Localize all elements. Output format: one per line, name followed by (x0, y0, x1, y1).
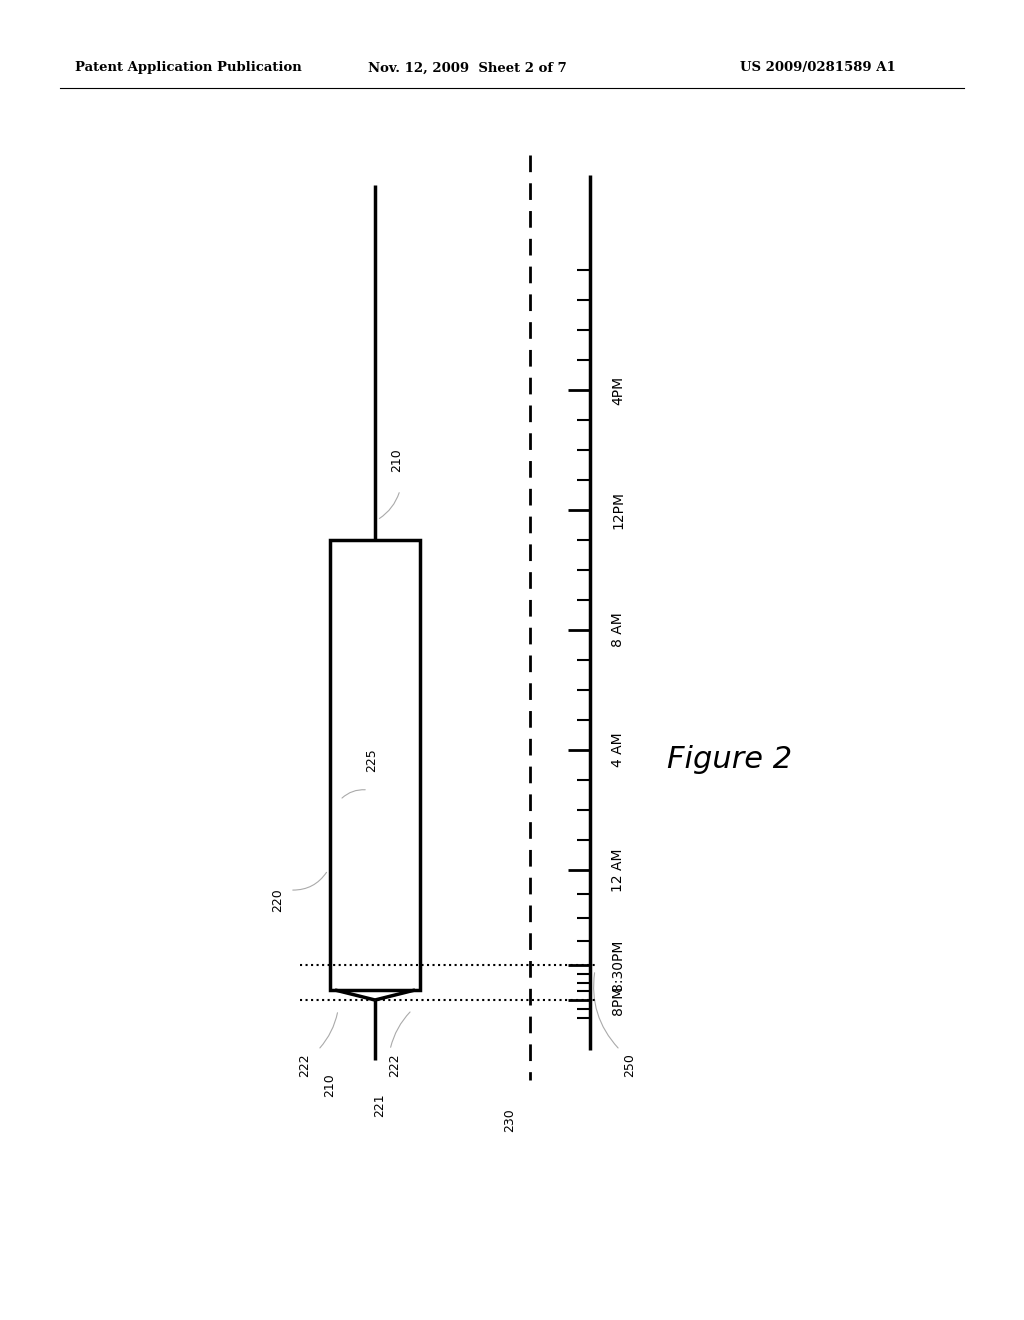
Text: Nov. 12, 2009  Sheet 2 of 7: Nov. 12, 2009 Sheet 2 of 7 (368, 62, 566, 74)
Bar (330, 540, 420, 990)
Text: 221: 221 (374, 1093, 386, 1117)
Text: 230: 230 (504, 1107, 516, 1131)
Text: 4PM: 4PM (611, 375, 625, 404)
Text: 8 AM: 8 AM (611, 612, 625, 647)
Text: 210: 210 (324, 1073, 337, 1097)
Text: 250: 250 (624, 1053, 637, 1077)
Text: 4 AM: 4 AM (611, 733, 625, 767)
Text: 12 AM: 12 AM (611, 849, 625, 892)
Text: 222: 222 (388, 1053, 401, 1077)
Text: US 2009/0281589 A1: US 2009/0281589 A1 (740, 62, 896, 74)
Text: Patent Application Publication: Patent Application Publication (75, 62, 302, 74)
Text: Figure 2: Figure 2 (668, 746, 793, 775)
Text: 12PM: 12PM (611, 491, 625, 529)
Text: 210: 210 (390, 447, 403, 471)
Text: 8PM: 8PM (611, 985, 625, 1015)
Text: 225: 225 (365, 748, 378, 772)
Text: 220: 220 (271, 888, 285, 912)
Text: 8:30PM: 8:30PM (611, 940, 625, 991)
Text: 222: 222 (299, 1053, 311, 1077)
